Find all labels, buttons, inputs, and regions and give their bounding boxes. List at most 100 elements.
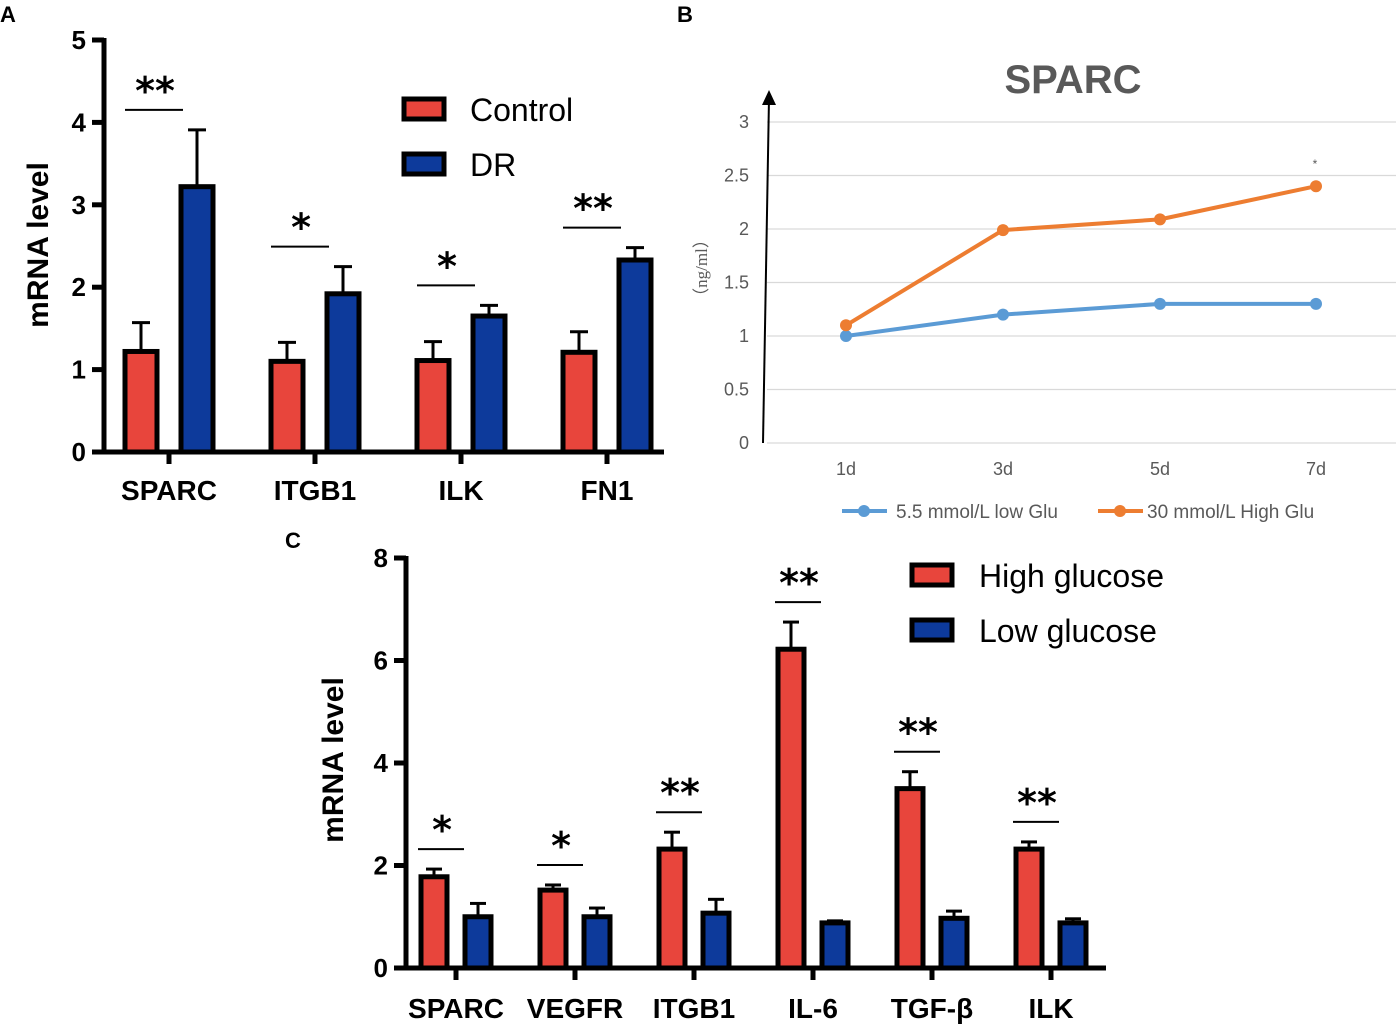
x-tick-label-7d: 7d bbox=[1306, 459, 1326, 479]
bar-ilk-dr bbox=[470, 313, 508, 455]
x-tick-label-ilk: ILK bbox=[1028, 993, 1073, 1024]
y-tick-label: 2 bbox=[739, 219, 749, 239]
y-tick-label: 5 bbox=[72, 25, 86, 55]
bar-ilk-control bbox=[414, 358, 452, 455]
legend-swatch-low-glucose bbox=[909, 617, 955, 643]
significance-mark-sparc: * bbox=[432, 808, 452, 852]
y-tick-label: 3 bbox=[72, 190, 86, 220]
x-tick-label-sparc: SPARC bbox=[121, 475, 217, 506]
y-tick-label: 4 bbox=[374, 748, 389, 778]
bar-tgf-high-glucose bbox=[894, 786, 926, 971]
x-tick-label-1d: 1d bbox=[836, 459, 856, 479]
y-tick-label: 0 bbox=[374, 953, 388, 983]
bar-sparc-low-glucose bbox=[462, 914, 494, 971]
panel-b-y-axis-label: （ng/ml） bbox=[692, 231, 711, 305]
y-tick-label: 2.5 bbox=[724, 166, 749, 186]
point-5-5-mmol-l-low-glu-1d bbox=[840, 330, 852, 342]
panel-c-y-axis-label: mRNA level bbox=[317, 677, 350, 843]
bar-ilk-low-glucose bbox=[1057, 920, 1089, 971]
bar-sparc-control bbox=[122, 348, 160, 455]
point-30-mmol-l-high-glu-5d bbox=[1154, 213, 1166, 226]
series-line-30-mmol-l-high-glu bbox=[844, 184, 1317, 328]
significance-mark-ilk: * bbox=[437, 244, 457, 288]
x-tick-label-sparc: SPARC bbox=[408, 993, 504, 1024]
y-tick-label: 1 bbox=[739, 326, 749, 346]
y-tick-label: 1 bbox=[72, 355, 86, 385]
panel-a-legend: Control DR bbox=[401, 92, 573, 183]
y-tick-label: 4 bbox=[72, 107, 87, 137]
x-tick-label-tgf: TGF-β bbox=[891, 993, 973, 1024]
bar-fn1-control bbox=[560, 349, 598, 455]
y-tick-label: 6 bbox=[374, 646, 388, 676]
legend-marker-low-glu bbox=[858, 505, 870, 517]
panel-b-line-chart: SPARC 0 0.5 1 1.5 2 2.5 3 1d 3d 5d 7d * （ng/ml） 5.… bbox=[692, 58, 1396, 523]
bar-vegfr-high-glucose bbox=[537, 887, 569, 971]
significance-mark-tgf: ** bbox=[898, 711, 938, 755]
bar-itgb1-high-glucose bbox=[656, 846, 688, 971]
x-tick-label-3d: 3d bbox=[993, 459, 1013, 479]
bar-ilk-high-glucose bbox=[1013, 846, 1045, 971]
panel-b-legend: 5.5 mmol/L low Glu 30 mmol/L High Glu bbox=[842, 502, 1314, 523]
point-30-mmol-l-high-glu-1d bbox=[840, 319, 852, 332]
b-y-axis-arrowhead bbox=[762, 90, 776, 105]
panel-c-legend: High glucose Low glucose bbox=[909, 558, 1164, 649]
y-tick-label: 2 bbox=[374, 851, 388, 881]
series-line-5-5-mmol-l-low-glu bbox=[845, 301, 1316, 338]
legend-swatch-control bbox=[401, 96, 447, 122]
x-tick-label-ilk: ILK bbox=[438, 475, 483, 506]
legend-label-high-glucose: High glucose bbox=[979, 558, 1164, 594]
point-30-mmol-l-high-glu-3d bbox=[997, 224, 1009, 237]
significance-mark-itgb1: * bbox=[291, 206, 311, 250]
y-tick-label: 0.5 bbox=[724, 380, 749, 400]
bar-itgb1-low-glucose bbox=[700, 910, 732, 971]
point-5-5-mmol-l-low-glu-7d bbox=[1310, 297, 1322, 310]
bar-fn1-dr bbox=[616, 257, 654, 455]
significance-mark-il-6: ** bbox=[779, 561, 819, 605]
x-tick-label-itgb1: ITGB1 bbox=[274, 475, 356, 506]
bar-vegfr-low-glucose bbox=[581, 914, 613, 971]
legend-label-low-glucose: Low glucose bbox=[979, 613, 1157, 649]
point-5-5-mmol-l-low-glu-3d bbox=[997, 308, 1009, 321]
significance-mark-itgb1: ** bbox=[660, 771, 700, 815]
significance-mark-7d: * bbox=[1313, 157, 1318, 171]
legend-label-dr: DR bbox=[470, 147, 516, 183]
y-tick-label: 1.5 bbox=[724, 273, 749, 293]
bar-sparc-high-glucose bbox=[418, 874, 450, 971]
y-tick-label: 2 bbox=[72, 272, 86, 302]
y-tick-label: 8 bbox=[374, 543, 388, 573]
panel-label-a: A bbox=[0, 2, 16, 27]
bar-il-6-high-glucose bbox=[775, 646, 807, 971]
legend-label-control: Control bbox=[470, 92, 573, 128]
panel-a-y-axis-label: mRNA level bbox=[22, 162, 55, 328]
x-tick-label-fn1: FN1 bbox=[581, 475, 634, 506]
significance-mark-sparc: ** bbox=[135, 69, 175, 113]
bar-itgb1-dr bbox=[324, 291, 362, 455]
y-tick-label: 0 bbox=[739, 433, 749, 453]
panel-b-title: SPARC bbox=[1004, 58, 1141, 102]
bar-itgb1-control bbox=[268, 358, 306, 455]
panel-label-c: C bbox=[285, 528, 301, 553]
point-5-5-mmol-l-low-glu-5d bbox=[1154, 297, 1166, 310]
bar-sparc-dr bbox=[178, 184, 216, 455]
b-y-axis bbox=[762, 97, 770, 444]
significance-mark-fn1: ** bbox=[573, 187, 613, 231]
legend-label-low-glu: 5.5 mmol/L low Glu bbox=[896, 502, 1058, 523]
y-tick-label: 0 bbox=[72, 437, 86, 467]
x-tick-label-vegfr: VEGFR bbox=[527, 993, 623, 1024]
significance-mark-vegfr: * bbox=[551, 824, 571, 868]
panel-label-b: B bbox=[677, 2, 693, 27]
x-tick-label-5d: 5d bbox=[1150, 459, 1170, 479]
legend-swatch-dr bbox=[401, 151, 447, 177]
bar-il-6-low-glucose bbox=[819, 920, 851, 971]
x-tick-label-itgb1: ITGB1 bbox=[653, 993, 735, 1024]
legend-marker-high-glu bbox=[1114, 505, 1126, 517]
significance-mark-ilk: ** bbox=[1017, 781, 1057, 825]
bar-tgf-low-glucose bbox=[938, 915, 970, 971]
point-30-mmol-l-high-glu-7d bbox=[1310, 180, 1322, 193]
legend-label-high-glu: 30 mmol/L High Glu bbox=[1147, 502, 1314, 523]
x-tick-label-il-6: IL-6 bbox=[788, 993, 838, 1024]
legend-swatch-high-glucose bbox=[909, 562, 955, 588]
